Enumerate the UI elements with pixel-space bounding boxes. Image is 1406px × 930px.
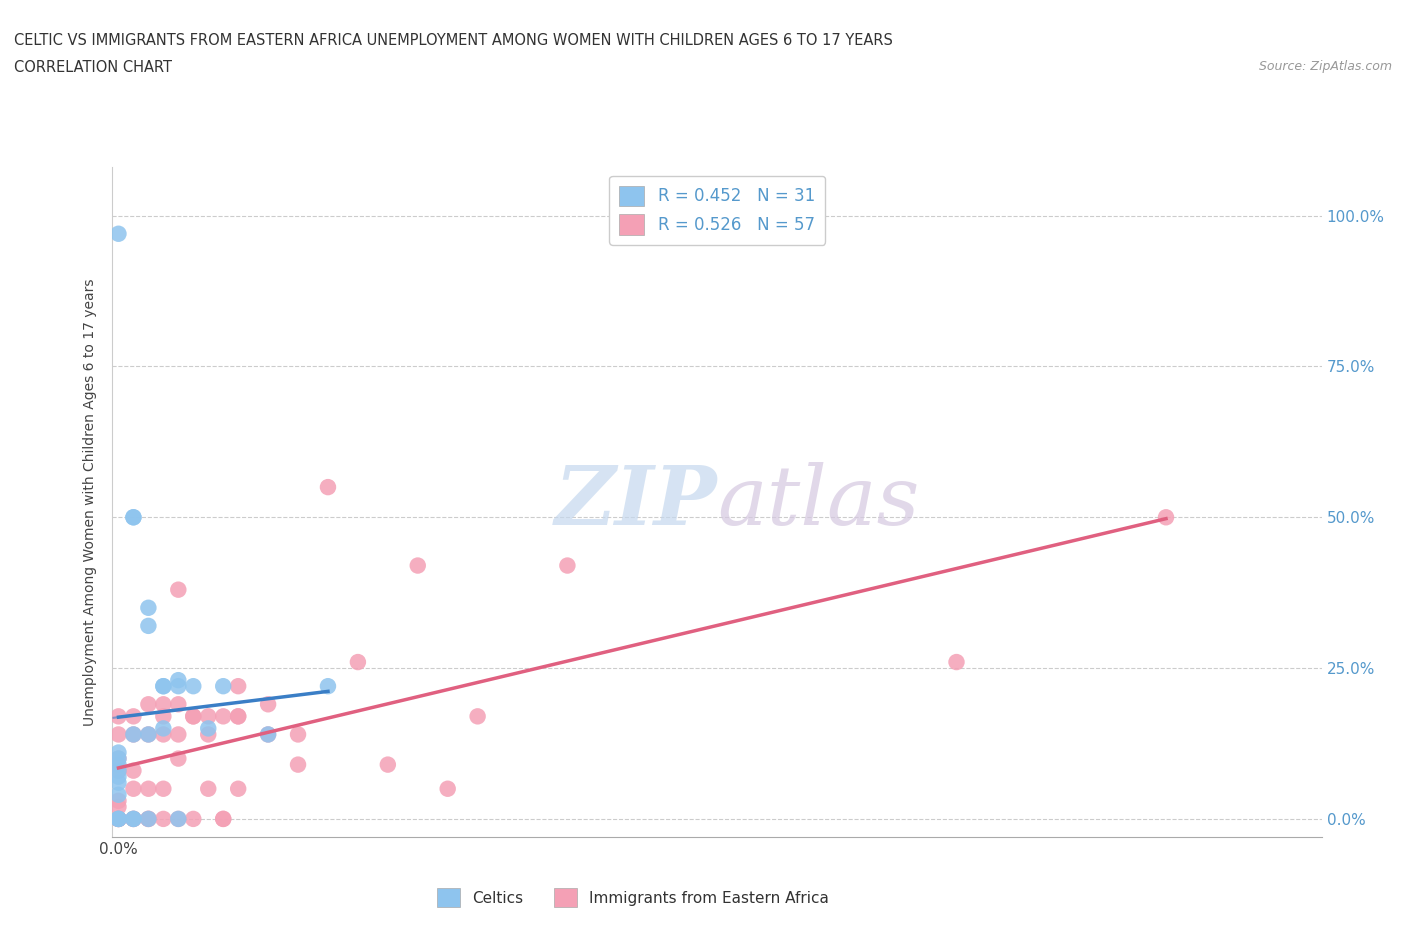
Point: [212, 679, 235, 694]
Point: [167, 697, 190, 711]
Point: [287, 727, 309, 742]
Point: [107, 769, 129, 784]
Point: [316, 679, 339, 694]
Point: [107, 757, 129, 772]
Point: [122, 709, 145, 724]
Point: [107, 751, 129, 766]
Point: [138, 697, 160, 711]
Point: [138, 812, 160, 827]
Point: [107, 764, 129, 778]
Point: [152, 781, 174, 796]
Point: [107, 788, 129, 803]
Point: [138, 812, 160, 827]
Point: [107, 812, 129, 827]
Text: Source: ZipAtlas.com: Source: ZipAtlas.com: [1258, 60, 1392, 73]
Point: [167, 679, 190, 694]
Point: [377, 757, 399, 772]
Point: [152, 709, 174, 724]
Point: [152, 727, 174, 742]
Text: CORRELATION CHART: CORRELATION CHART: [14, 60, 172, 75]
Point: [152, 697, 174, 711]
Point: [181, 709, 204, 724]
Point: [122, 812, 145, 827]
Point: [226, 781, 249, 796]
Point: [197, 781, 219, 796]
Point: [197, 727, 219, 742]
Point: [257, 697, 280, 711]
Point: [257, 727, 280, 742]
Point: [107, 812, 129, 827]
Point: [107, 793, 129, 808]
Point: [107, 812, 129, 827]
Text: atlas: atlas: [717, 462, 920, 542]
Point: [347, 655, 370, 670]
Point: [152, 679, 174, 694]
Point: [138, 812, 160, 827]
Point: [122, 812, 145, 827]
Point: [138, 618, 160, 633]
Legend: Celtics, Immigrants from Eastern Africa: Celtics, Immigrants from Eastern Africa: [430, 883, 835, 913]
Text: CELTIC VS IMMIGRANTS FROM EASTERN AFRICA UNEMPLOYMENT AMONG WOMEN WITH CHILDREN : CELTIC VS IMMIGRANTS FROM EASTERN AFRICA…: [14, 33, 893, 47]
Point: [122, 812, 145, 827]
Point: [167, 672, 190, 687]
Point: [167, 751, 190, 766]
Point: [138, 727, 160, 742]
Point: [138, 601, 160, 616]
Point: [257, 727, 280, 742]
Point: [1154, 510, 1177, 525]
Point: [107, 727, 129, 742]
Point: [167, 812, 190, 827]
Point: [557, 558, 579, 573]
Point: [167, 582, 190, 597]
Point: [212, 812, 235, 827]
Point: [152, 812, 174, 827]
Point: [287, 757, 309, 772]
Point: [212, 812, 235, 827]
Point: [107, 812, 129, 827]
Point: [107, 745, 129, 760]
Point: [122, 781, 145, 796]
Point: [107, 764, 129, 778]
Point: [226, 679, 249, 694]
Point: [122, 727, 145, 742]
Point: [122, 510, 145, 525]
Point: [122, 727, 145, 742]
Point: [107, 812, 129, 827]
Point: [122, 510, 145, 525]
Point: [406, 558, 429, 573]
Point: [107, 751, 129, 766]
Point: [107, 709, 129, 724]
Point: [226, 709, 249, 724]
Point: [436, 781, 458, 796]
Point: [107, 226, 129, 241]
Point: [467, 709, 489, 724]
Point: [152, 721, 174, 736]
Point: [107, 812, 129, 827]
Point: [212, 709, 235, 724]
Text: ZIP: ZIP: [554, 462, 717, 542]
Point: [138, 781, 160, 796]
Point: [107, 776, 129, 790]
Legend: R = 0.452   N = 31, R = 0.526   N = 57: R = 0.452 N = 31, R = 0.526 N = 57: [609, 176, 825, 245]
Point: [945, 655, 967, 670]
Point: [138, 727, 160, 742]
Point: [316, 480, 339, 495]
Point: [226, 709, 249, 724]
Point: [107, 812, 129, 827]
Point: [197, 721, 219, 736]
Point: [167, 727, 190, 742]
Point: [122, 812, 145, 827]
Point: [181, 679, 204, 694]
Point: [122, 764, 145, 778]
Point: [107, 800, 129, 815]
Point: [181, 812, 204, 827]
Y-axis label: Unemployment Among Women with Children Ages 6 to 17 years: Unemployment Among Women with Children A…: [83, 278, 97, 726]
Point: [167, 812, 190, 827]
Point: [181, 709, 204, 724]
Point: [152, 679, 174, 694]
Point: [197, 709, 219, 724]
